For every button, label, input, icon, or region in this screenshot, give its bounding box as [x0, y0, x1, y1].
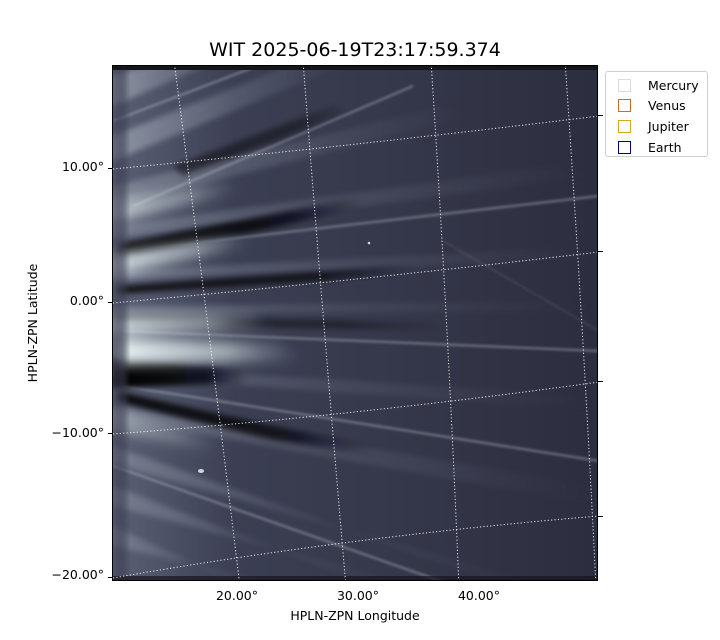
xtick-label: 20.00°	[215, 588, 259, 603]
ytick-label: −20.00°	[51, 567, 104, 582]
mercury-swatch	[618, 78, 631, 92]
ytick-label: 10.00°	[61, 159, 104, 174]
legend-label: Earth	[648, 139, 682, 155]
x-axis-label: HPLN-ZPN Longitude	[290, 608, 420, 623]
legend: Mercury Venus Jupiter Earth	[605, 71, 708, 157]
ytick-label: 0.00°	[69, 293, 104, 308]
venus-swatch	[618, 99, 631, 113]
legend-item-earth[interactable]: Earth	[606, 137, 707, 158]
legend-label: Jupiter	[648, 118, 689, 134]
legend-item-venus[interactable]: Venus	[606, 96, 707, 117]
earth-swatch	[618, 140, 631, 154]
image-axes[interactable]	[112, 65, 598, 581]
legend-label: Venus	[648, 98, 686, 114]
legend-item-jupiter[interactable]: Jupiter	[606, 116, 707, 137]
xtick-label: 40.00°	[457, 588, 501, 603]
y-axis-label: HPLN-ZPN Latitude	[25, 263, 40, 383]
legend-item-mercury[interactable]: Mercury	[606, 75, 707, 96]
legend-label: Mercury	[648, 77, 699, 93]
ytick-label: −10.00°	[51, 425, 104, 440]
plot-title: WIT 2025-06-19T23:17:59.374	[209, 39, 501, 61]
solar-wind-image	[113, 66, 597, 580]
jupiter-swatch	[618, 119, 631, 133]
xtick-label: 30.00°	[336, 588, 380, 603]
